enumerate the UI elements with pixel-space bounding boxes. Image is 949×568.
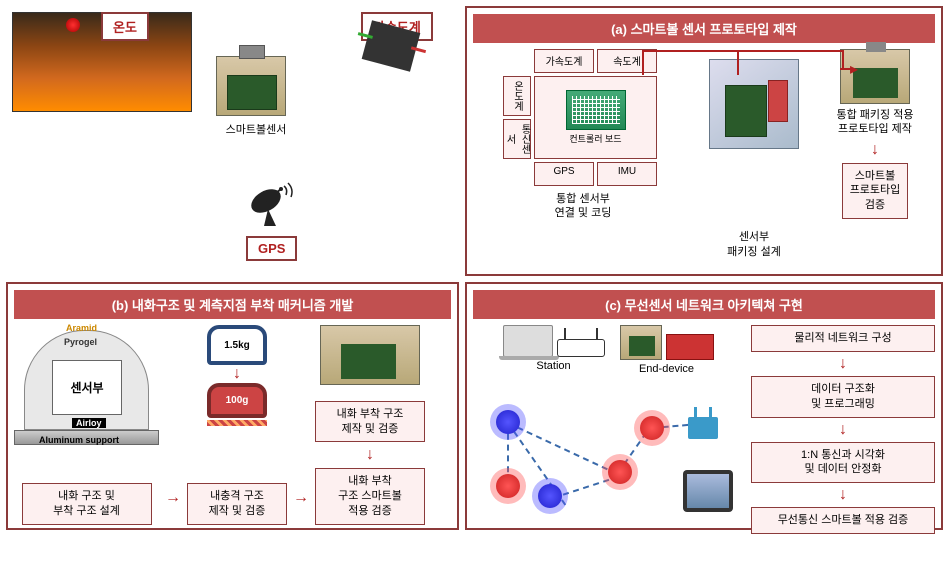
arrow-down-icon: ↓ (871, 141, 879, 159)
panel-a-mid-caption: 센서부 패키징 설계 (727, 230, 781, 259)
panel-b-box2: 내충격 구조 제작 및 검증 (187, 483, 287, 525)
panel-a-right-caption: 통합 패키징 적용 프로토타입 제작 (837, 108, 914, 137)
station-label: Station (536, 359, 570, 373)
end-device-block: End-device (620, 325, 714, 397)
panel-a-verify-box: 스마트볼 프로토타입 검증 (842, 163, 909, 220)
arrow-down-icon: ↓ (315, 446, 425, 464)
panel-c-diagram-block: Station End-device (473, 325, 743, 525)
sensor-part-box: 센서부 (52, 360, 122, 415)
controller-board-label: 컨트롤러 보드 (569, 132, 621, 145)
panel-c-title: (c) 무선센서 네트워크 아키텍쳐 구현 (473, 290, 935, 319)
network-node-red (496, 474, 520, 498)
arrow-right-icon: → (165, 489, 181, 507)
station-block: Station (503, 325, 605, 397)
network-node-blue (538, 484, 562, 508)
aluminum-support-label: Aluminum support (39, 435, 119, 445)
smartball-sensor-label: 스마트볼센서 (216, 121, 296, 137)
impact-structure-block: 1.5kg ↓ 100g 내충격 구조 제작 및 검증 (187, 325, 287, 525)
panel-c-step1: 물리적 네트워크 구성 (751, 325, 935, 352)
arrow-down-icon: ↓ (207, 365, 267, 383)
intro-panel: 온도 가속도계 스마트볼센서 GPS (6, 6, 459, 276)
panel-c-steps-block: 물리적 네트워크 구성 ↓ 데이터 구조화 및 프로그래밍 ↓ 1:N 통신과 … (751, 325, 935, 525)
sensor-imu-box: IMU (597, 162, 657, 186)
panel-b-box3: 내화 부착 구조 제작 및 검증 (315, 401, 425, 443)
temperature-tag: 온도 (101, 12, 149, 41)
sensor-speed-box: 속도계 (597, 49, 657, 73)
fire-test-image (320, 325, 420, 385)
fire-test-block: 내화 부착 구조 제작 및 검증 ↓ 내화 부착 구조 스마트볼 적용 검증 (315, 325, 425, 525)
smartball-small-icon (620, 325, 662, 360)
panel-b-box4: 내화 부착 구조 스마트볼 적용 검증 (315, 468, 425, 525)
tablet-icon (683, 470, 733, 512)
controller-board-box: 컨트롤러 보드 (534, 76, 657, 159)
network-node-red (640, 416, 664, 440)
connector-line (642, 50, 644, 75)
fire-structure-block: 센서부 Aramid Pyrogel Airloy Aluminum suppo… (14, 325, 159, 525)
connector-line (737, 50, 739, 75)
controller-board-image (566, 90, 626, 130)
arrow-down-icon: ↓ (751, 486, 935, 504)
network-node-red (608, 460, 632, 484)
panel-a-packaging-block: 센서부 패키징 설계 (699, 49, 809, 259)
panel-a-title: (a) 스마트볼 센서 프로토타입 제작 (473, 14, 935, 43)
gps-dish-image (246, 181, 296, 236)
end-device-label: End-device (639, 362, 694, 376)
connector-line (842, 50, 844, 70)
panel-c-step3: 1:N 통신과 시각화 및 데이터 안정화 (751, 442, 935, 484)
arrow-down-icon: ↓ (751, 355, 935, 373)
accelerometer-image (366, 26, 416, 66)
panel-b-box1: 내화 구조 및 부착 구조 설계 (22, 483, 152, 525)
arrow-right-icon: ▸ (850, 59, 858, 79)
sensor-comm-box: 통신센서 (503, 119, 531, 159)
laptop-icon (503, 325, 553, 357)
temperature-indicator-dot (66, 18, 80, 32)
panel-a-sensor-block: 가속도계 속도계 온도계 컨트롤러 보드 통신센서 GPS IMU 통합 센서부… (473, 49, 693, 259)
panel-c-step2: 데이터 구조화 및 프로그래밍 (751, 376, 935, 418)
panel-a-left-caption: 통합 센서부 연결 및 코딩 (555, 192, 612, 221)
airloy-label: Airloy (72, 418, 106, 428)
panel-a: (a) 스마트볼 센서 프로토타입 제작 가속도계 속도계 온도계 컨트롤러 보… (465, 6, 943, 276)
smartball-sensor-image (216, 56, 286, 116)
panel-b-title: (b) 내화구조 및 계측지점 부착 매커니즘 개발 (14, 290, 451, 319)
gps-tag: GPS (246, 236, 297, 261)
impact-surface-image (207, 420, 267, 426)
sensor-gps-box: GPS (534, 162, 594, 186)
arrow-right-icon: → (293, 489, 309, 507)
sensor-accel-box: 가속도계 (534, 49, 594, 73)
aramid-label: Aramid (66, 323, 97, 333)
panel-c: (c) 무선센서 네트워크 아키텍쳐 구현 Station (465, 282, 943, 530)
weight-100g: 100g (207, 383, 267, 418)
packaging-design-image (709, 59, 799, 149)
arrow-down-icon: ↓ (751, 421, 935, 439)
network-node-blue (496, 410, 520, 434)
sensor-temp-box: 온도계 (503, 76, 531, 116)
access-point-icon (688, 417, 718, 439)
router-icon (557, 339, 605, 357)
connector-line (642, 50, 842, 52)
panel-c-step4: 무선통신 스마트볼 적용 검증 (751, 507, 935, 534)
board-small-icon (666, 334, 714, 360)
mesh-network-diagram (478, 402, 738, 517)
panel-a-prototype-block: 통합 패키징 적용 프로토타입 제작 ↓ 스마트볼 프로토타입 검증 (815, 49, 935, 259)
panel-b: (b) 내화구조 및 계측지점 부착 매커니즘 개발 센서부 Aramid Py… (6, 282, 459, 530)
weight-1-5kg: 1.5kg (207, 325, 267, 365)
pyrogel-label: Pyrogel (64, 337, 97, 347)
